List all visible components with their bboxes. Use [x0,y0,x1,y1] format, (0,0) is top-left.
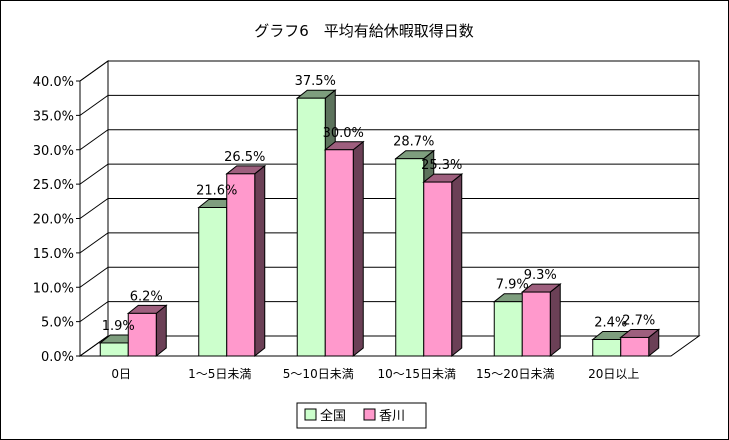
legend-label-全国: 全国 [320,408,346,424]
gridline-side [79,301,109,323]
data-label: 1.9% [102,319,135,334]
data-label: 37.5% [295,74,336,89]
bar-front [99,342,129,357]
data-label: 2.4% [594,316,627,331]
legend-label-香川: 香川 [379,409,405,424]
data-label: 25.3% [421,158,462,173]
bar-front [296,97,326,357]
bars [98,89,661,358]
data-label: 26.5% [224,150,265,165]
x-axis-categories: 0日 1～5日未満 5～10日未満 10～15日未満 15～20日未満 20日以上 [111,367,639,381]
category-label: 0日 [111,367,131,381]
y-tick-label: 15.0% [33,247,74,262]
bar-front [395,158,425,357]
bar-front [198,207,228,357]
y-axis-ticks: 0.0% 5.0% 10.0% 15.0% 20.0% 25.0% 30.0% 35.0% 40… [33,75,81,365]
bar-front [127,312,157,357]
bar-front [423,181,453,357]
bar-side [451,173,463,358]
data-label: 21.6% [196,184,237,199]
data-label: 30.0% [323,126,364,141]
bar-front [592,339,622,357]
data-label: 9.3% [524,268,557,283]
category-label: 1～5日未満 [188,367,251,381]
data-label: 6.2% [130,289,163,304]
bar-香川-10～15日未満 [422,173,464,358]
y-tick-label: 10.0% [33,281,74,296]
y-tick-label: 0.0% [41,350,74,365]
bar-side [155,304,167,358]
data-label: 28.7% [393,135,434,150]
gridline-side [79,163,109,185]
data-label: 7.9% [496,278,529,293]
category-label: 10～15日未満 [377,367,456,381]
y-tick-label: 30.0% [33,144,74,159]
chart-walls [78,60,701,357]
bar-香川-5～10日未満 [323,140,365,358]
bar-香川-15～20日未満 [520,283,562,358]
bar-side [254,164,266,358]
gridline-side [79,232,109,254]
category-label: 20日以上 [588,367,639,381]
category-label: 5～10日未満 [283,367,354,381]
gridline-side [79,198,109,219]
gridline-side [79,266,109,288]
legend-box [296,402,427,429]
category-label: 15～20日未満 [476,367,555,381]
bar-香川-20日以上 [619,328,661,358]
legend: 全国 香川 [296,402,427,429]
gridline-side [79,94,109,116]
data-labels: 1.9% 6.2% 21.6% 26.5% 37.5% 30.0% 28.7% 25.3% 7.… [102,74,656,334]
bar-front [521,291,551,357]
legend-swatch-香川 [363,408,376,421]
legend-swatch-全国 [304,408,317,421]
y-tick-label: 5.0% [41,316,74,331]
y-tick-label: 25.0% [33,178,74,193]
y-tick-label: 35.0% [33,109,74,124]
y-tick-label: 20.0% [33,213,74,228]
chart-title: グラフ6 平均有給休暇取得日数 [254,22,474,40]
bar-front [493,301,523,357]
data-label: 2.7% [622,313,655,328]
bar-side [549,283,561,358]
gridline-side [79,129,109,151]
gridline-side [79,60,109,82]
bar-香川-1～5日未満 [225,164,267,358]
gridline-side [79,335,109,357]
bar-香川-0日 [126,304,168,358]
bar-side [352,140,364,358]
bar-front [226,173,256,357]
y-tick-label: 40.0% [33,75,74,90]
bar-front [324,149,354,357]
bar-front [620,336,650,357]
